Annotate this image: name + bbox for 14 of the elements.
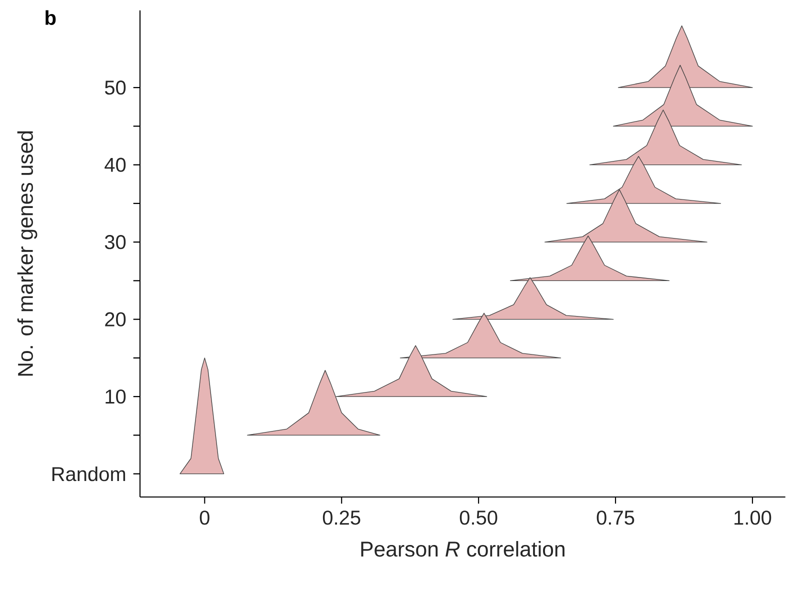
y-tick-label: 30 xyxy=(104,234,126,250)
x-axis-title: Pearson R correlation xyxy=(361,541,564,557)
x-tick-label: 0 xyxy=(200,510,210,525)
y-tick-label: 10 xyxy=(106,389,126,404)
y-tick-label: 20 xyxy=(105,312,126,326)
text: b xyxy=(46,10,56,25)
y-axis-title: No. of marker genes used xyxy=(17,131,38,376)
y-tick-label: 50 xyxy=(104,80,126,95)
y-tick-label: 40 xyxy=(104,158,126,172)
x-tick-label: 1.00 xyxy=(734,510,772,525)
y-tick-label: Random xyxy=(52,466,126,482)
x-tick-label: 0.50 xyxy=(460,510,498,525)
x-tick-label: 0.75 xyxy=(596,510,634,525)
x-tick-label: 0.25 xyxy=(322,510,360,525)
